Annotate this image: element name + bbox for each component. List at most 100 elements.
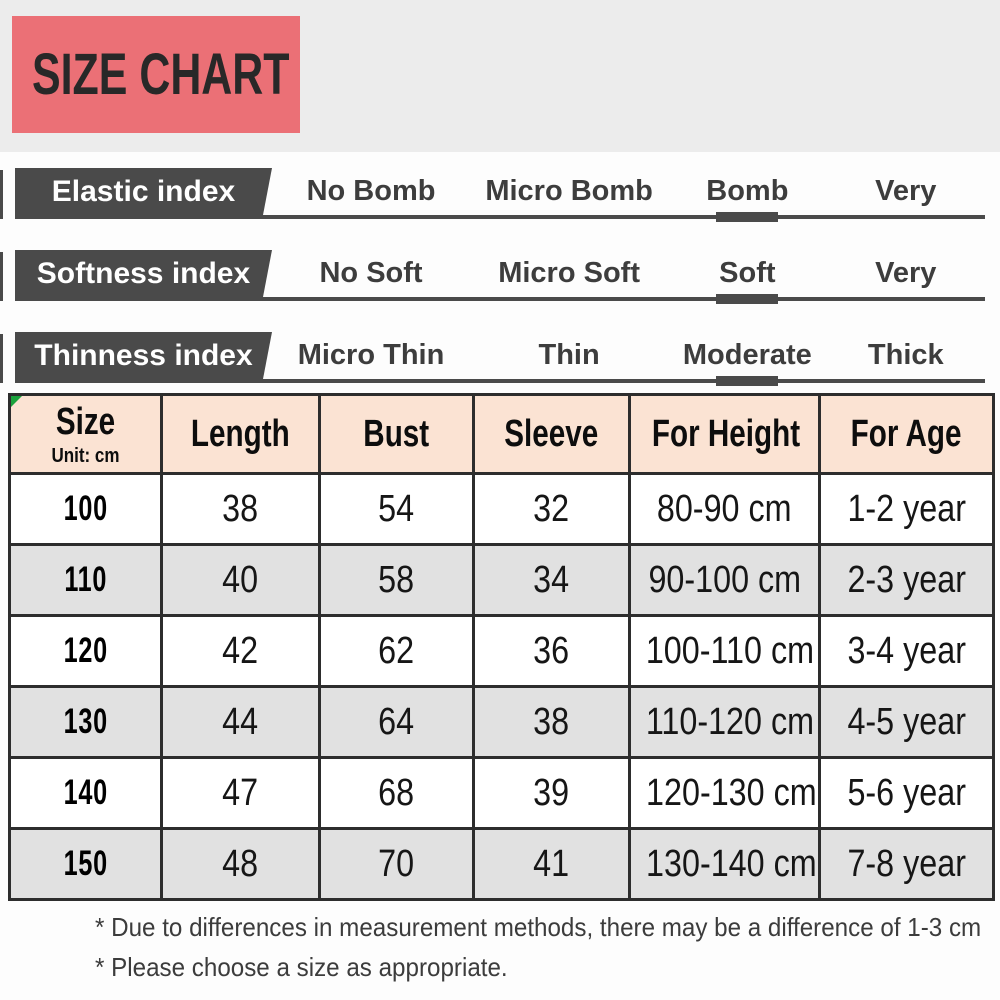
cell-value: 70 [378, 842, 415, 885]
table-cell: 4-5 year [818, 685, 995, 759]
table-cell: 130-140 cm [628, 827, 821, 901]
edge-mark [0, 170, 3, 219]
index-option: Thin [538, 339, 600, 371]
size-cell: 110 [8, 543, 163, 617]
table-cell: 36 [472, 614, 631, 688]
table-cell: 3-4 year [818, 614, 995, 688]
size-table-body: 100 38 54 32 80-90 cm 1-2 year 110 40 58 34 90-100… [8, 472, 995, 901]
cell-value: 110 [64, 560, 107, 599]
page-title: SIZE CHART [32, 42, 290, 107]
table-cell: 42 [160, 614, 321, 688]
table-row: 100 38 54 32 80-90 cm 1-2 year [8, 472, 995, 546]
index-options: No Soft Micro Soft Soft Very [272, 250, 985, 304]
table-row: 140 47 68 39 120-130 cm 5-6 year [8, 756, 995, 830]
table-cell: 110-120 cm [628, 685, 821, 759]
index-row: Elastic index No Bomb Micro Bomb Bomb Very [0, 168, 985, 222]
table-cell: 5-6 year [818, 756, 995, 830]
cell-value: 36 [533, 629, 570, 672]
cell-value: 58 [378, 558, 415, 601]
index-option: Micro Bomb [485, 175, 653, 207]
table-cell: 7-8 year [818, 827, 995, 901]
cell-value: 120 [63, 631, 108, 670]
index-option-selected: Bomb [668, 175, 826, 222]
index-option: Very [875, 257, 937, 289]
table-row: 150 48 70 41 130-140 cm 7-8 year [8, 827, 995, 901]
table-cell: 120-130 cm [628, 756, 821, 830]
edge-mark [0, 252, 3, 301]
header-cell: For Age [818, 393, 995, 475]
table-cell: 64 [318, 685, 475, 759]
cell-value: 42 [222, 629, 259, 672]
cell-value: 100-110 cm [645, 629, 815, 672]
cell-value: 32 [533, 487, 570, 530]
cell-value: 44 [222, 700, 259, 743]
table-cell: 70 [318, 827, 475, 901]
index-label: Elastic index [15, 168, 272, 215]
index-option: Micro Soft [498, 257, 640, 289]
table-cell: 1-2 year [818, 472, 995, 546]
table-cell: 38 [472, 685, 631, 759]
edge-mark [0, 334, 3, 383]
header-cell: Length [160, 393, 321, 475]
cell-value: 38 [222, 487, 259, 530]
header-row: Size Unit: cm Length Bust Sleeve For Height Fo… [8, 393, 995, 475]
table-cell: 48 [160, 827, 321, 901]
index-option-selected: Soft [668, 257, 826, 304]
table-row: 110 40 58 34 90-100 cm 2-3 year [8, 543, 995, 617]
table-cell: 44 [160, 685, 321, 759]
cell-value: 7-8 year [847, 842, 966, 885]
cell-value: 150 [63, 844, 108, 883]
index-option: Micro Thin [297, 339, 445, 371]
cell-value: 34 [533, 558, 570, 601]
index-options: Micro Thin Thin Moderate Thick [272, 332, 985, 386]
unit-label: Unit: cm [51, 444, 120, 467]
table-cell: 54 [318, 472, 475, 546]
table-cell: 47 [160, 756, 321, 830]
cell-value: 62 [378, 629, 415, 672]
index-section: Elastic index No Bomb Micro Bomb Bomb Very So… [0, 168, 1000, 386]
cell-value: 80-90 cm [657, 487, 792, 530]
header-label: Bust [363, 412, 430, 455]
cell-value: 68 [378, 771, 415, 814]
table-cell: 90-100 cm [628, 543, 821, 617]
table-cell: 80-90 cm [628, 472, 821, 546]
header-cell: Size Unit: cm [8, 393, 163, 475]
table-cell: 38 [160, 472, 321, 546]
cell-value: 2-3 year [847, 558, 966, 601]
header-label: Sleeve [504, 412, 599, 455]
cell-value: 110-120 cm [645, 700, 815, 743]
size-table: Size Unit: cm Length Bust Sleeve For Height Fo… [8, 393, 995, 901]
table-cell: 32 [472, 472, 631, 546]
title-band: SIZE CHART [0, 0, 1000, 152]
cell-value: 54 [378, 487, 415, 530]
size-cell: 150 [8, 827, 163, 901]
cell-value: 4-5 year [847, 700, 966, 743]
table-cell: 100-110 cm [628, 614, 821, 688]
header-cell: Sleeve [472, 393, 631, 475]
index-row: Thinness index Micro Thin Thin Moderate Thic… [0, 332, 985, 386]
table-row: 130 44 64 38 110-120 cm 4-5 year [8, 685, 995, 759]
table-cell: 58 [318, 543, 475, 617]
header-label: For Age [851, 412, 962, 455]
index-options: No Bomb Micro Bomb Bomb Very [272, 168, 985, 222]
green-corner-marker-icon [12, 397, 22, 407]
header-label: Size [55, 400, 116, 443]
cell-value: 1-2 year [847, 487, 966, 530]
cell-value: 90-100 cm [648, 558, 801, 601]
index-label: Softness index [15, 250, 272, 297]
table-cell: 62 [318, 614, 475, 688]
cell-value: 5-6 year [847, 771, 966, 814]
size-table-head: Size Unit: cm Length Bust Sleeve For Height Fo… [8, 393, 995, 475]
cell-value: 100 [63, 489, 108, 528]
header-cell: Bust [318, 393, 475, 475]
index-label: Thinness index [15, 332, 272, 379]
header-label: Length [191, 412, 290, 455]
cell-value: 39 [533, 771, 570, 814]
index-option: Very [875, 175, 937, 207]
cell-value: 38 [533, 700, 570, 743]
cell-value: 120-130 cm [646, 771, 817, 814]
table-cell: 39 [472, 756, 631, 830]
cell-value: 41 [533, 842, 570, 885]
index-option-selected: Moderate [668, 339, 826, 386]
table-cell: 40 [160, 543, 321, 617]
